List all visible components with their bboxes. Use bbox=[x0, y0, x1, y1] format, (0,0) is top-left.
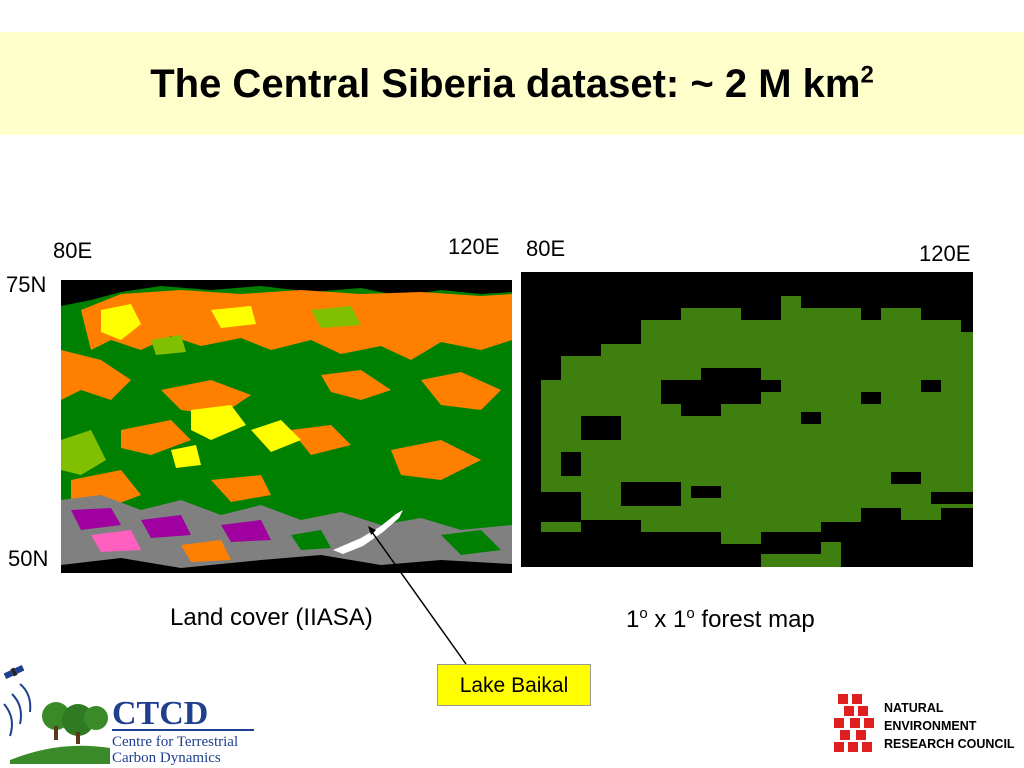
land-cover-map bbox=[61, 280, 512, 573]
title-bar bbox=[0, 32, 1024, 135]
left-map-120e-label: 120E bbox=[448, 234, 500, 259]
forest-map bbox=[521, 272, 973, 567]
nerc-line3: RESEARCH COUNCIL bbox=[884, 737, 1015, 751]
ctcd-abbr: CTCD bbox=[112, 695, 208, 732]
nerc-line2: ENVIRONMENT bbox=[884, 719, 977, 733]
left-map-80e-label: 80E bbox=[53, 238, 93, 263]
nerc-line1: NATURAL bbox=[884, 701, 944, 715]
nerc-logo: NATURAL ENVIRONMENT RESEARCH COUNCIL bbox=[834, 694, 1015, 752]
ctcd-logo: CTCD Centre for Terrestrial Carbon Dynam… bbox=[3, 665, 254, 766]
ctcd-line1: Centre for Terrestrial bbox=[112, 734, 238, 750]
slide-title: The Central Siberia dataset: ~ 2 M km2 bbox=[150, 61, 874, 106]
right-map-120e-label: 120E bbox=[919, 241, 971, 266]
land-cover-caption: Land cover (IIASA) bbox=[170, 604, 373, 631]
left-map-75n-label: 75N bbox=[6, 272, 47, 297]
lake-baikal-callout: Lake Baikal bbox=[437, 664, 591, 706]
forest-map-caption: 1o x 1o forest map bbox=[626, 605, 815, 633]
left-map-50n-label: 50N bbox=[8, 546, 49, 571]
right-map-80e-label: 80E bbox=[526, 236, 566, 261]
ctcd-line2: Carbon Dynamics bbox=[112, 750, 221, 766]
